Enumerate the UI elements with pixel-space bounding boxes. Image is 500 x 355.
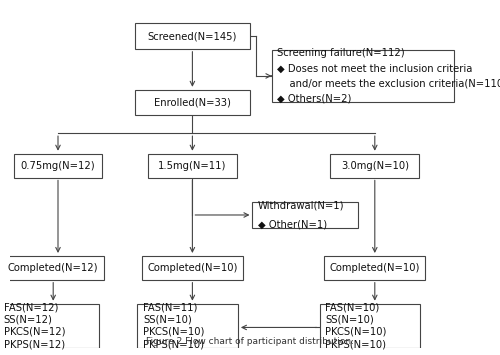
Text: PKPS(N=10): PKPS(N=10) bbox=[143, 339, 204, 349]
FancyBboxPatch shape bbox=[324, 256, 425, 280]
Text: PKCS(N=12): PKCS(N=12) bbox=[4, 327, 66, 337]
Text: Completed(N=10): Completed(N=10) bbox=[330, 263, 420, 273]
FancyBboxPatch shape bbox=[142, 256, 243, 280]
FancyBboxPatch shape bbox=[137, 304, 238, 348]
Text: Completed(N=10): Completed(N=10) bbox=[147, 263, 238, 273]
Text: PKCS(N=10): PKCS(N=10) bbox=[326, 327, 386, 337]
Text: Enrolled(N=33): Enrolled(N=33) bbox=[154, 98, 231, 108]
FancyBboxPatch shape bbox=[0, 304, 99, 348]
Text: 3.0mg(N=10): 3.0mg(N=10) bbox=[341, 160, 409, 170]
Text: Figure 2 Flow chart of participant distribution.: Figure 2 Flow chart of participant distr… bbox=[146, 337, 354, 346]
Text: ◆ Other(N=1): ◆ Other(N=1) bbox=[258, 219, 328, 229]
FancyBboxPatch shape bbox=[320, 304, 420, 348]
FancyBboxPatch shape bbox=[252, 202, 358, 228]
Text: 0.75mg(N=12): 0.75mg(N=12) bbox=[20, 160, 96, 170]
Text: PKCS(N=10): PKCS(N=10) bbox=[143, 327, 204, 337]
Text: ◆ Others(N=2): ◆ Others(N=2) bbox=[278, 94, 351, 104]
Text: FAS(N=11): FAS(N=11) bbox=[143, 302, 198, 312]
FancyBboxPatch shape bbox=[135, 90, 250, 115]
FancyBboxPatch shape bbox=[135, 23, 250, 49]
Text: Screened(N=145): Screened(N=145) bbox=[148, 31, 237, 41]
Text: and/or meets the exclusion criteria(N=110): and/or meets the exclusion criteria(N=11… bbox=[278, 78, 500, 89]
Text: PKPS(N=12): PKPS(N=12) bbox=[4, 339, 65, 349]
FancyBboxPatch shape bbox=[148, 154, 237, 178]
FancyBboxPatch shape bbox=[14, 154, 102, 178]
Text: FAS(N=12): FAS(N=12) bbox=[4, 302, 58, 312]
Text: PKPS(N=10): PKPS(N=10) bbox=[326, 339, 386, 349]
Text: SS(N=10): SS(N=10) bbox=[326, 315, 374, 324]
Text: Completed(N=12): Completed(N=12) bbox=[8, 263, 98, 273]
Text: Screening failure(N=112): Screening failure(N=112) bbox=[278, 48, 405, 58]
FancyBboxPatch shape bbox=[272, 50, 454, 102]
Text: ◆ Doses not meet the inclusion criteria: ◆ Doses not meet the inclusion criteria bbox=[278, 63, 472, 73]
FancyBboxPatch shape bbox=[330, 154, 419, 178]
Text: SS(N=10): SS(N=10) bbox=[143, 315, 192, 324]
Text: SS(N=12): SS(N=12) bbox=[4, 315, 52, 324]
Text: 1.5mg(N=11): 1.5mg(N=11) bbox=[158, 160, 226, 170]
Text: Withdrawal(N=1): Withdrawal(N=1) bbox=[258, 201, 344, 211]
FancyBboxPatch shape bbox=[3, 256, 103, 280]
Text: FAS(N=10): FAS(N=10) bbox=[326, 302, 380, 312]
